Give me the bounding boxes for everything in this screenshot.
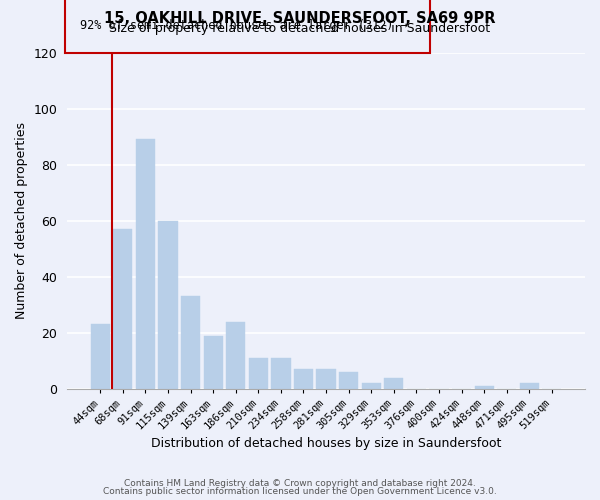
Bar xyxy=(475,386,494,389)
Y-axis label: Number of detached properties: Number of detached properties xyxy=(15,122,28,319)
Bar xyxy=(203,336,223,389)
Bar xyxy=(294,369,313,389)
Bar xyxy=(181,296,200,389)
Text: 15, OAKHILL DRIVE, SAUNDERSFOOT, SA69 9PR: 15, OAKHILL DRIVE, SAUNDERSFOOT, SA69 9P… xyxy=(104,11,496,26)
Text: Size of property relative to detached houses in Saundersfoot: Size of property relative to detached ho… xyxy=(109,22,491,35)
Text: Contains HM Land Registry data © Crown copyright and database right 2024.: Contains HM Land Registry data © Crown c… xyxy=(124,478,476,488)
Bar xyxy=(316,369,335,389)
Bar xyxy=(339,372,358,389)
Bar xyxy=(136,140,155,389)
Bar xyxy=(520,383,539,389)
Text: Contains public sector information licensed under the Open Government Licence v3: Contains public sector information licen… xyxy=(103,487,497,496)
Bar xyxy=(91,324,110,389)
Bar xyxy=(249,358,268,389)
Bar xyxy=(226,322,245,389)
Bar xyxy=(113,229,133,389)
Bar xyxy=(384,378,403,389)
X-axis label: Distribution of detached houses by size in Saundersfoot: Distribution of detached houses by size … xyxy=(151,437,501,450)
Bar xyxy=(271,358,290,389)
Bar xyxy=(158,220,178,389)
Bar xyxy=(362,383,381,389)
FancyBboxPatch shape xyxy=(65,0,430,52)
Text: 92% of semi-detached houses are larger (312) →: 92% of semi-detached houses are larger (… xyxy=(80,19,408,32)
